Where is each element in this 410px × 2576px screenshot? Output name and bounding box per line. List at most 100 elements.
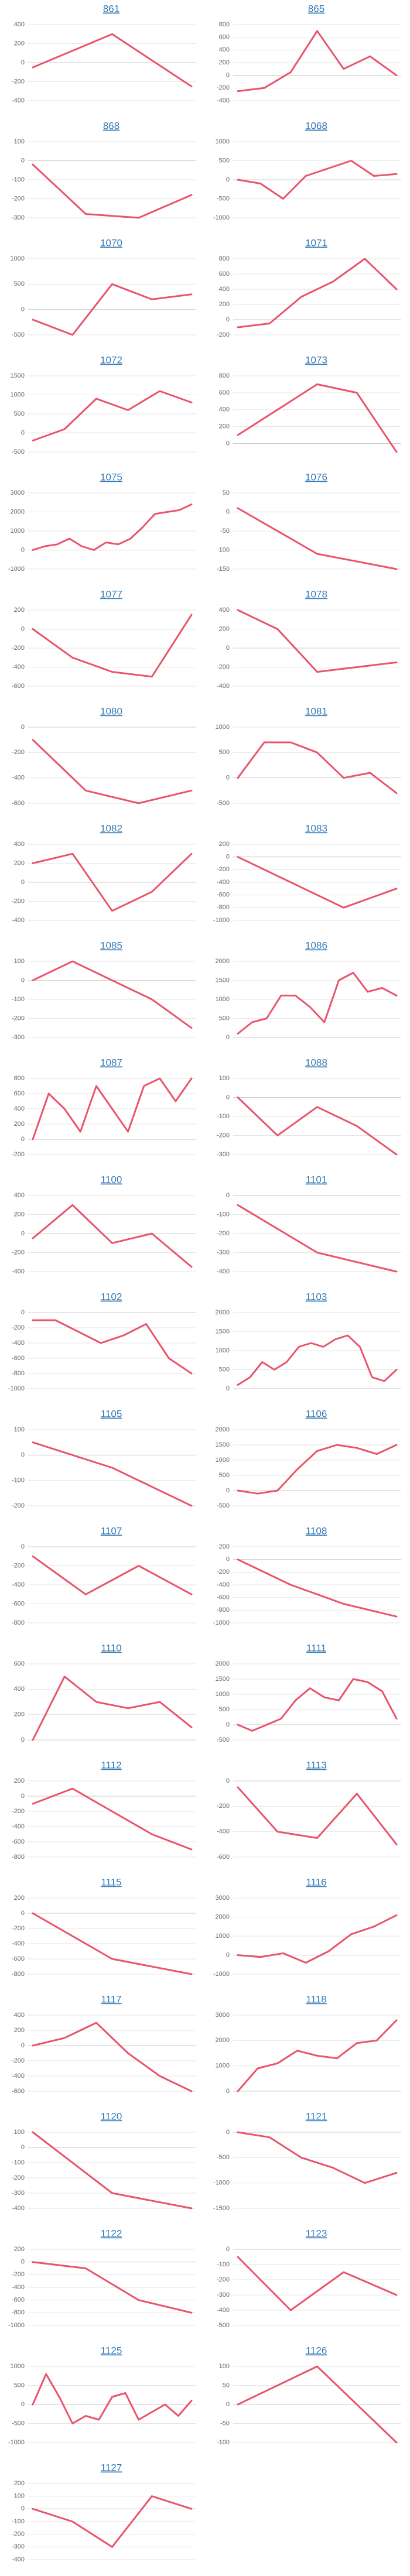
y-tick-label: 600 bbox=[219, 34, 230, 41]
chart-title[interactable]: 1088 bbox=[305, 1057, 327, 1068]
line-series bbox=[32, 2495, 193, 2548]
y-tick-label: -200 bbox=[12, 2531, 25, 2538]
y-tick-label: -400 bbox=[12, 2205, 25, 2212]
y-tick-label: -200 bbox=[217, 84, 230, 91]
chart-title[interactable]: 1110 bbox=[101, 1642, 121, 1653]
y-tick-label: 0 bbox=[226, 1951, 230, 1958]
chart-title[interactable]: 865 bbox=[308, 3, 324, 14]
y-tick-label: -400 bbox=[12, 1340, 25, 1347]
line-series bbox=[237, 1097, 398, 1156]
y-tick-label: -200 bbox=[12, 1502, 25, 1509]
y-tick-label: -200 bbox=[12, 1808, 25, 1815]
y-tick-label: 400 bbox=[14, 1192, 25, 1199]
y-tick-label: -800 bbox=[12, 1971, 25, 1978]
y-tick-label: -300 bbox=[217, 2291, 230, 2298]
chart-title[interactable]: 1125 bbox=[101, 2345, 122, 2356]
line-series bbox=[237, 383, 398, 453]
chart-title[interactable]: 1111 bbox=[306, 1642, 326, 1653]
chart-title[interactable]: 1112 bbox=[101, 1759, 121, 1770]
y-tick-label: 1000 bbox=[216, 724, 230, 731]
chart-title[interactable]: 1070 bbox=[100, 237, 122, 248]
y-tick-label: 0 bbox=[21, 1230, 25, 1237]
y-tick-label: 1000 bbox=[11, 2363, 25, 2370]
chart-title[interactable]: 1115 bbox=[101, 1876, 121, 1888]
chart-title[interactable]: 1082 bbox=[100, 823, 122, 834]
y-tick-label: -500 bbox=[217, 1502, 230, 1509]
y-tick-label: 200 bbox=[14, 607, 25, 614]
line-series bbox=[237, 2131, 398, 2184]
chart-title[interactable]: 1068 bbox=[305, 120, 327, 131]
chart-title[interactable]: 1116 bbox=[306, 1876, 326, 1888]
y-tick-label: 800 bbox=[219, 21, 230, 28]
chart-title[interactable]: 1105 bbox=[101, 1408, 122, 1419]
y-tick-label: 0 bbox=[226, 2129, 230, 2136]
y-tick-label: 200 bbox=[14, 859, 25, 866]
y-tick-label: 200 bbox=[14, 2246, 25, 2253]
chart-title[interactable]: 1120 bbox=[101, 2111, 122, 2122]
chart-title[interactable]: 861 bbox=[103, 3, 119, 14]
chart-title[interactable]: 1103 bbox=[306, 1291, 327, 1302]
line-series bbox=[32, 1555, 193, 1595]
line-series bbox=[237, 972, 398, 1034]
y-tick-label: 1000 bbox=[216, 2063, 230, 2070]
y-tick-label: 800 bbox=[219, 372, 230, 379]
chart-title[interactable]: 1072 bbox=[100, 354, 122, 365]
y-tick-label: 0 bbox=[21, 724, 25, 731]
y-tick-label: 1500 bbox=[11, 372, 25, 379]
y-tick-label: -200 bbox=[217, 2276, 230, 2283]
y-tick-label: -1000 bbox=[213, 1619, 230, 1626]
chart-title[interactable]: 1075 bbox=[100, 471, 122, 482]
y-tick-label: 200 bbox=[14, 40, 25, 47]
chart-title[interactable]: 1073 bbox=[305, 354, 327, 365]
y-tick-label: 0 bbox=[21, 1309, 25, 1316]
y-tick-label: -800 bbox=[217, 904, 230, 911]
y-tick-label: 100 bbox=[14, 138, 25, 145]
chart-title[interactable]: 1117 bbox=[101, 1993, 121, 2005]
chart-title[interactable]: 1078 bbox=[305, 588, 327, 600]
y-tick-label: 0 bbox=[21, 59, 25, 66]
y-tick-label: 1500 bbox=[216, 1328, 230, 1335]
chart-title[interactable]: 868 bbox=[103, 120, 119, 131]
y-tick-label: -400 bbox=[12, 775, 25, 782]
y-tick-label: -600 bbox=[12, 800, 25, 807]
y-tick-label: -200 bbox=[217, 1803, 230, 1810]
chart-title[interactable]: 1076 bbox=[305, 471, 327, 482]
y-tick-label: 1500 bbox=[216, 1676, 230, 1683]
chart-title[interactable]: 1080 bbox=[100, 705, 122, 717]
y-tick-label: -400 bbox=[12, 1581, 25, 1588]
y-tick-label: -200 bbox=[12, 1249, 25, 1256]
y-tick-label: -800 bbox=[12, 1370, 25, 1377]
chart-title[interactable]: 1085 bbox=[100, 940, 122, 951]
chart-title[interactable]: 1102 bbox=[101, 1291, 122, 1302]
chart-title[interactable]: 1087 bbox=[100, 1057, 122, 1068]
y-tick-label: -100 bbox=[217, 2261, 230, 2268]
y-tick-label: 1500 bbox=[216, 1441, 230, 1448]
y-tick-label: -500 bbox=[217, 1736, 230, 1743]
chart-title[interactable]: 1122 bbox=[101, 2228, 122, 2239]
line-series bbox=[237, 2365, 398, 2444]
chart-title[interactable]: 1127 bbox=[101, 2462, 122, 2473]
chart-title[interactable]: 1113 bbox=[306, 1759, 326, 1770]
chart-title[interactable]: 1100 bbox=[101, 1174, 122, 1185]
y-tick-label: 1000 bbox=[11, 391, 25, 398]
y-tick-label: -200 bbox=[12, 645, 25, 652]
chart-title[interactable]: 1126 bbox=[306, 2345, 327, 2356]
y-tick-label: -300 bbox=[12, 214, 25, 221]
chart-title[interactable]: 1118 bbox=[306, 1993, 326, 2005]
chart-title[interactable]: 1071 bbox=[305, 237, 327, 248]
chart-title[interactable]: 1077 bbox=[100, 588, 122, 600]
chart-title[interactable]: 1106 bbox=[306, 1408, 327, 1419]
chart-title[interactable]: 1086 bbox=[305, 940, 327, 951]
chart-title[interactable]: 1081 bbox=[305, 705, 327, 717]
chart-title[interactable]: 1107 bbox=[101, 1525, 122, 1536]
chart-title[interactable]: 1108 bbox=[306, 1525, 327, 1536]
y-tick-label: -800 bbox=[12, 1854, 25, 1861]
y-tick-label: -500 bbox=[217, 195, 230, 202]
y-tick-label: 3000 bbox=[216, 1895, 230, 1902]
chart-title[interactable]: 1121 bbox=[306, 2111, 327, 2122]
line-series bbox=[237, 741, 398, 794]
chart-title[interactable]: 1123 bbox=[306, 2228, 327, 2239]
chart-title[interactable]: 1083 bbox=[305, 823, 327, 834]
chart-title[interactable]: 1101 bbox=[306, 1174, 327, 1185]
